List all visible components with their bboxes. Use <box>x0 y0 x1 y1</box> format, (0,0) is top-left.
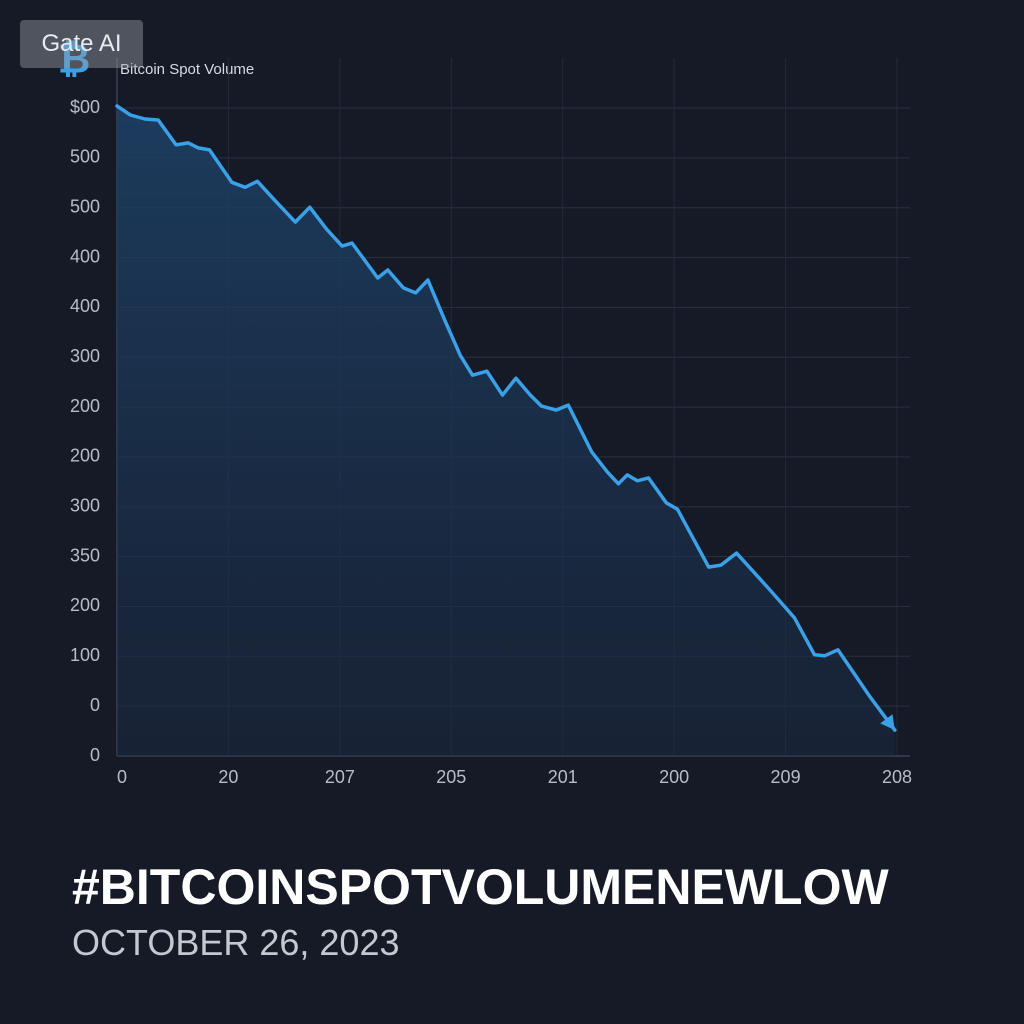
y-tick-label: 400 <box>70 246 100 266</box>
x-tick-label: 209 <box>771 767 801 787</box>
area <box>117 106 895 756</box>
badge: Gate AI <box>20 20 143 68</box>
y-tick-label: 200 <box>70 446 100 466</box>
bitcoin-icon: ₿ <box>58 38 91 82</box>
x-tick-label: 208 <box>882 767 912 787</box>
y-tick-label: 0 <box>90 695 100 715</box>
y-tick-label: 350 <box>70 545 100 565</box>
y-tick-label: 200 <box>70 595 100 615</box>
x-tick-label: 201 <box>548 767 578 787</box>
x-tick-label: 200 <box>659 767 689 787</box>
y-tick-label: 200 <box>70 396 100 416</box>
x-tick-label: 207 <box>325 767 355 787</box>
line <box>115 104 897 732</box>
x-tick-label: 205 <box>436 767 466 787</box>
arrow-head <box>880 714 895 731</box>
y-tick-label: 400 <box>70 296 100 316</box>
y-tick-label: 500 <box>70 147 100 167</box>
x-tick-label: 0 <box>117 767 127 787</box>
chart-title: Bitcoin Spot Volume <box>120 61 254 78</box>
y-tick-label: 0 <box>90 745 100 765</box>
y-tick-label: $00 <box>70 97 100 117</box>
date: OCTOBER 26, 2023 <box>72 922 400 963</box>
headline: #BITCOINSPOTVOLUMENEWLOW <box>72 859 889 915</box>
x-tick-label: 20 <box>218 767 238 787</box>
y-tick-label: 300 <box>70 346 100 366</box>
y-tick-label: 500 <box>70 196 100 216</box>
y-tick-label: 100 <box>70 645 100 665</box>
y-tick-label: 300 <box>70 496 100 516</box>
